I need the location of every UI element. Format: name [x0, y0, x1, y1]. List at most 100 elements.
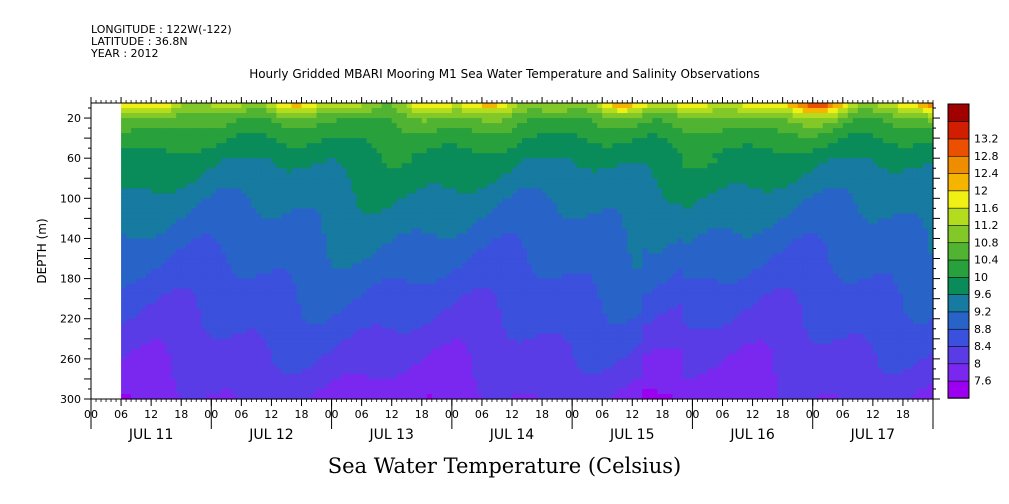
heatmap-cell: [206, 388, 212, 395]
heatmap-cell: [456, 208, 463, 214]
heatmap-cell: [341, 248, 348, 255]
heatmap-cell: [161, 228, 167, 235]
heatmap-cell: [266, 383, 273, 390]
heatmap-cell: [381, 143, 388, 149]
heatmap-cell: [537, 213, 543, 219]
heatmap-cell: [406, 333, 413, 340]
heatmap-cell: [366, 318, 373, 325]
heatmap-cell: [361, 193, 368, 199]
heatmap-cell: [176, 263, 182, 270]
heatmap-cell: [281, 368, 288, 375]
heatmap-cell: [306, 228, 313, 235]
heatmap-cell: [436, 103, 443, 109]
heatmap-cell: [206, 368, 212, 375]
heatmap-cell: [186, 223, 192, 230]
heatmap-cell: [166, 328, 172, 335]
heatmap-cell: [416, 268, 423, 275]
heatmap-cell: [381, 273, 388, 280]
heatmap-cell: [441, 158, 448, 164]
heatmap-cell: [156, 348, 162, 355]
heatmap-cell: [406, 243, 413, 250]
heatmap-cell: [151, 368, 157, 375]
heatmap-cell: [401, 148, 408, 154]
heatmap-cell: [226, 363, 232, 370]
heatmap-cell: [341, 168, 348, 174]
heatmap-cell: [331, 178, 338, 184]
heatmap-cell: [341, 393, 348, 400]
heatmap-cell: [316, 278, 323, 285]
heatmap-cell: [491, 178, 498, 184]
heatmap-cell: [166, 358, 172, 365]
heatmap-cell: [522, 288, 528, 295]
heatmap-cell: [316, 128, 323, 134]
heatmap-cell: [301, 378, 308, 385]
heatmap-cell: [306, 378, 313, 385]
heatmap-cell: [251, 103, 257, 109]
heatmap-cell: [196, 293, 202, 300]
heatmap-cell: [331, 388, 338, 395]
heatmap-cell: [421, 133, 428, 139]
heatmap-cell: [286, 328, 293, 335]
heatmap-cell: [256, 158, 262, 164]
heatmap-cell: [496, 393, 503, 400]
heatmap-cell: [321, 378, 328, 385]
heatmap-cell: [501, 243, 508, 250]
heatmap-cell: [206, 383, 212, 390]
heatmap-cell: [376, 118, 383, 124]
heatmap-cell: [451, 278, 458, 285]
heatmap-cell: [527, 228, 533, 235]
heatmap-cell: [496, 168, 503, 174]
heatmap-cell: [532, 388, 538, 395]
heatmap-cell: [266, 323, 273, 330]
heatmap-cell: [401, 223, 408, 230]
heatmap-cell: [161, 248, 167, 255]
heatmap-cell: [126, 163, 132, 169]
heatmap-cell: [331, 258, 338, 265]
heatmap-cell: [361, 338, 368, 345]
heatmap-cell: [321, 208, 328, 214]
heatmap-cell: [286, 158, 293, 164]
heatmap-cell: [271, 253, 278, 260]
heatmap-cell: [301, 373, 308, 380]
heatmap-cell: [161, 158, 167, 164]
heatmap-cell: [501, 363, 508, 370]
heatmap-cell: [121, 208, 127, 214]
heatmap-cell: [416, 393, 423, 400]
heatmap-cell: [431, 148, 438, 154]
heatmap-cell: [532, 393, 538, 400]
heatmap-cell: [331, 378, 338, 385]
heatmap-cell: [421, 118, 428, 124]
heatmap-cell: [231, 128, 237, 134]
heatmap-cell: [411, 278, 418, 285]
heatmap-cell: [506, 273, 513, 280]
heatmap-cell: [451, 193, 458, 199]
heatmap-cell: [241, 298, 247, 305]
heatmap-cell: [166, 298, 172, 305]
heatmap-cell: [301, 328, 308, 335]
heatmap-cell: [191, 223, 197, 230]
heatmap-cell: [491, 103, 498, 109]
heatmap-cell: [411, 213, 418, 219]
heatmap-cell: [321, 143, 328, 149]
heatmap-cell: [181, 168, 187, 174]
heatmap-cell: [146, 188, 152, 194]
heatmap-cell: [426, 143, 433, 149]
heatmap-cell: [186, 208, 192, 214]
heatmap-cell: [391, 248, 398, 255]
heatmap-cell: [201, 223, 207, 230]
heatmap-cell: [211, 218, 217, 225]
heatmap-cell: [216, 298, 222, 305]
heatmap-cell: [226, 318, 232, 325]
heatmap-cell: [426, 253, 433, 260]
heatmap-cell: [522, 223, 528, 230]
heatmap-cell: [186, 388, 192, 395]
heatmap-cell: [296, 383, 303, 390]
heatmap-cell: [196, 303, 202, 310]
heatmap-cell: [491, 123, 498, 129]
heatmap-cell: [532, 333, 538, 340]
heatmap-cell: [271, 363, 278, 370]
heatmap-cell: [306, 283, 313, 290]
heatmap-cell: [121, 363, 127, 370]
heatmap-cell: [246, 288, 252, 295]
heatmap-cell: [401, 118, 408, 124]
